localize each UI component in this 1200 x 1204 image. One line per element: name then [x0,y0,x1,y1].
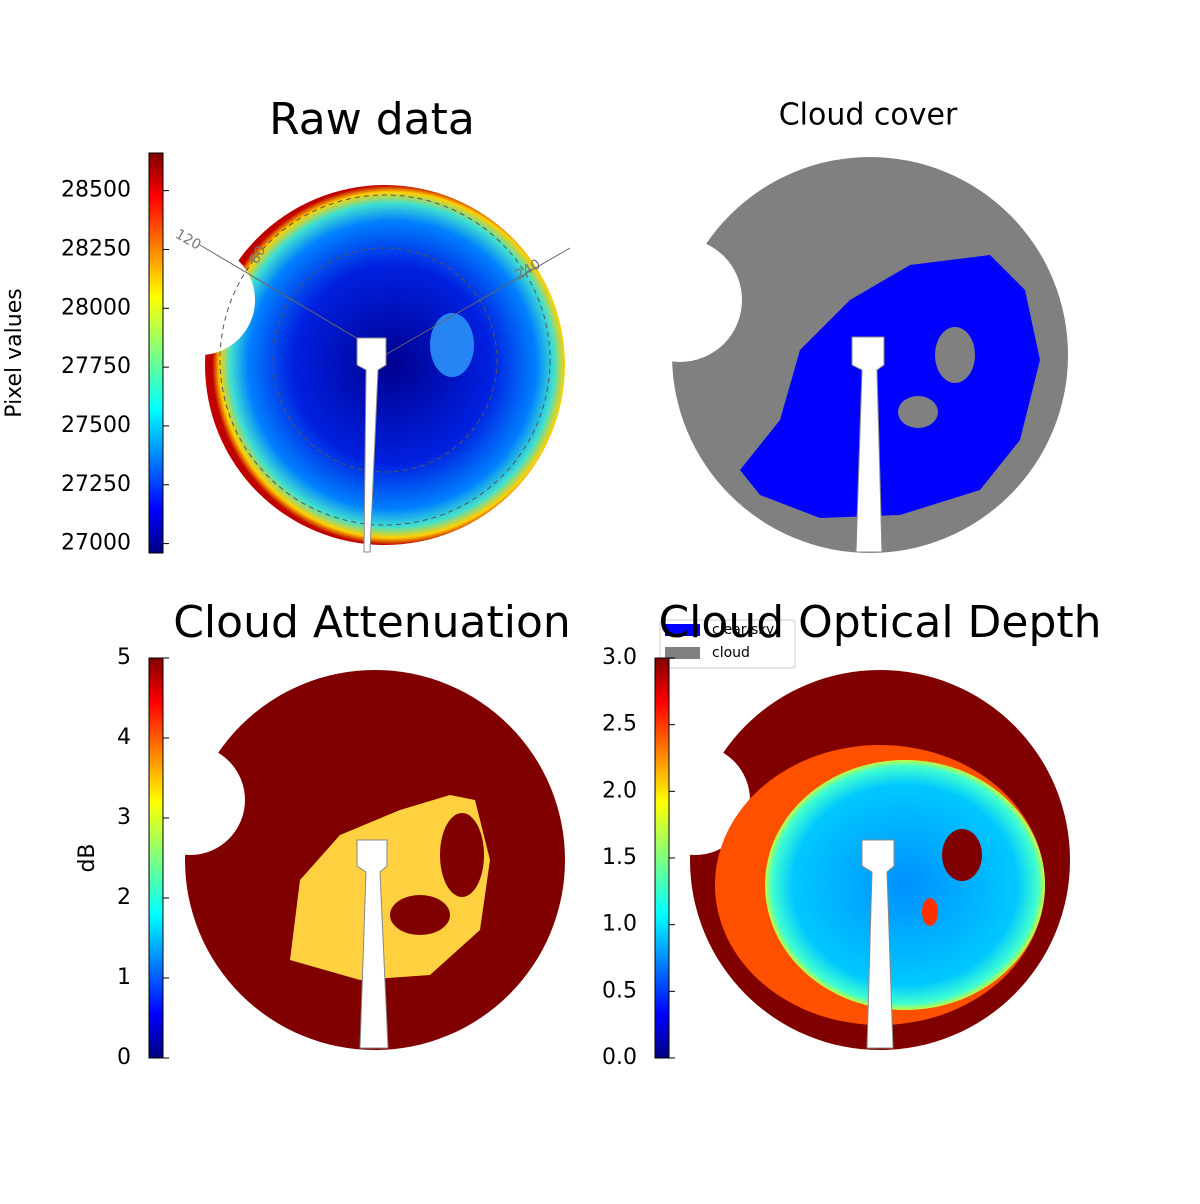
colorbar-tick-label: 2.0 [602,778,637,803]
colorbar-label: Pixel values [2,288,27,417]
colorbar-tick-label: 0.0 [602,1045,637,1070]
colorbar-tick-label: 27750 [61,354,131,379]
optical-depth-image [640,670,1070,1050]
colorbar-tick-label: 0.5 [602,978,637,1003]
colorbar-tick-label: 28250 [61,236,131,261]
cloud-cover-image [618,157,1068,553]
panel-title: Cloud Attenuation [173,597,571,648]
colorbar-tick-label: 1.5 [602,845,637,870]
colorbar-label: dB [75,843,100,872]
colorbar-tick-label: 4 [117,725,131,750]
colorbar [148,152,164,554]
colorbar-tick-label: 28500 [61,178,131,203]
colorbar-tick-label: 2 [117,885,131,910]
colorbar-tick-label: 27250 [61,472,131,497]
colorbar-tick-label: 3.0 [602,645,637,670]
legend-swatch [665,647,700,659]
polar-label: 80 [247,243,270,266]
panel-title: Cloud Optical Depth [658,597,1101,648]
colorbar-tick-label: 3 [117,805,131,830]
colorbar-tick-label: 5 [117,645,131,670]
attenuation-image [135,670,565,1050]
colorbar-tick-label: 28000 [61,295,131,320]
panel-title: Cloud cover [779,98,958,133]
colorbar-tick-label: 1.0 [602,912,637,937]
colorbar [148,657,164,1059]
legend-label: cloud [712,645,750,661]
colorbar-tick-label: 27500 [61,413,131,438]
colorbar-tick-label: 0 [117,1045,131,1070]
legend-label: clear sky [712,622,774,638]
colorbar-tick-label: 1 [117,965,131,990]
colorbar [654,657,670,1059]
colorbar-tick-label: 27000 [61,531,131,556]
panel-title: Raw data [269,94,475,145]
legend-swatch [665,624,700,636]
colorbar-tick-label: 2.5 [602,712,637,737]
raw-image [145,185,571,553]
